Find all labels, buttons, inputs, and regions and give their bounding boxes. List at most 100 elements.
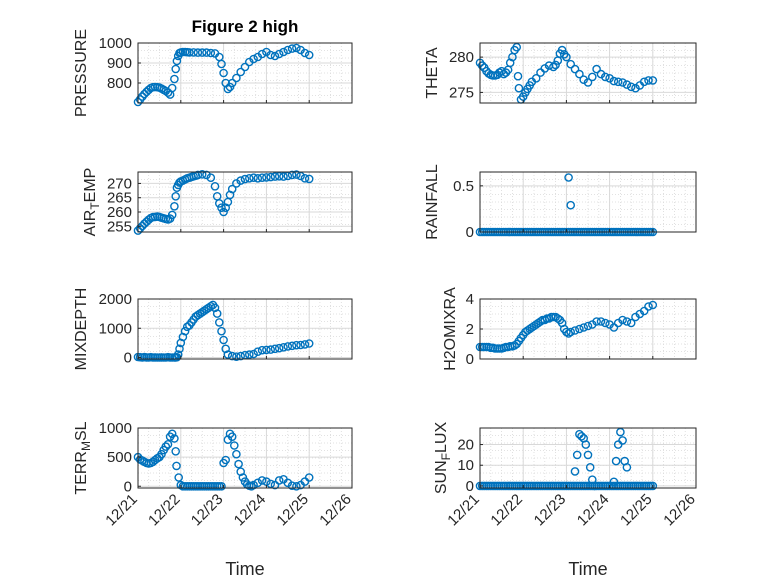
data-point (579, 323, 589, 332)
axes-box-sun_flux (479, 427, 697, 489)
data-point (510, 341, 519, 350)
data-point (609, 477, 619, 487)
data-point (292, 340, 301, 350)
series-theta (475, 42, 658, 104)
data-point (167, 210, 177, 220)
data-point (182, 322, 192, 332)
data-point (249, 349, 258, 359)
y-axis-label-h2omixra: H2OMIXRA (442, 287, 459, 371)
data-point (257, 49, 267, 59)
data-point (287, 341, 297, 351)
y-tick-label: 0 (124, 478, 132, 495)
data-point (583, 321, 593, 331)
y-tick-label: 0 (466, 478, 474, 495)
data-point (236, 67, 245, 77)
data-point (292, 43, 301, 53)
data-point (223, 350, 233, 359)
y-tick-label: 2000 (99, 291, 132, 308)
data-point (618, 315, 627, 325)
data-point (572, 450, 582, 460)
y-tick-label: 255 (107, 218, 132, 235)
data-point (304, 174, 314, 184)
data-point (287, 481, 297, 491)
data-point (564, 173, 573, 182)
data-point (214, 318, 224, 327)
panel-theta: 275 280 THETA (424, 42, 697, 104)
y-tick-label: 0.5 (453, 178, 474, 195)
data-point (202, 170, 211, 180)
data-point (227, 432, 237, 442)
data-point (161, 442, 171, 451)
data-point (304, 50, 314, 60)
data-point (270, 172, 280, 181)
data-point (279, 47, 288, 57)
data-point (596, 317, 606, 326)
axes-box-pressure (137, 42, 353, 104)
data-point (631, 83, 640, 93)
data-point (236, 176, 245, 185)
data-point (167, 429, 177, 439)
x-axis-label-left: Time (225, 559, 264, 579)
data-point (180, 326, 190, 336)
data-point (227, 78, 237, 88)
data-point (229, 441, 239, 450)
data-point (609, 76, 619, 86)
series-terr_msl (133, 429, 314, 491)
data-point (234, 459, 243, 469)
grid-mixdepth (137, 298, 353, 360)
y-tick-label: 280 (449, 49, 474, 66)
data-point (287, 170, 297, 180)
data-point (540, 64, 550, 73)
data-point (575, 324, 584, 334)
data-point (292, 170, 301, 179)
data-point (477, 61, 487, 70)
data-point (622, 80, 632, 89)
data-point (206, 173, 216, 182)
y-axis-label-theta: THETA (424, 47, 441, 99)
y-axis-label-mixdepth: MIXDEPTH (73, 288, 90, 371)
y-tick-label: 0 (466, 351, 474, 368)
axes-box-air_temp (137, 171, 353, 233)
data-point (232, 352, 241, 362)
data-point (189, 48, 198, 57)
data-point (197, 48, 207, 57)
panel-mixdepth: 0 1000 2000 MIXDEPTH (73, 288, 353, 371)
data-point (570, 467, 580, 476)
data-point (249, 54, 258, 64)
data-point (570, 326, 580, 335)
data-point (505, 58, 515, 68)
data-point (644, 302, 653, 311)
data-point (174, 473, 183, 482)
y-tick-label: 275 (449, 84, 474, 101)
data-point (551, 60, 560, 70)
data-point (283, 342, 293, 351)
data-point (579, 75, 589, 84)
data-point (257, 476, 267, 485)
series-air_temp (133, 169, 314, 235)
data-point (262, 173, 271, 182)
y-axis-label-air_temp: AIRTEMP (82, 168, 102, 237)
data-point (618, 78, 627, 87)
data-point (221, 455, 230, 465)
y-tick-label: 800 (107, 75, 132, 92)
data-point (570, 64, 580, 74)
data-point (232, 449, 241, 459)
data-point (163, 439, 173, 449)
data-point (274, 476, 284, 485)
data-point (262, 345, 271, 355)
data-point (240, 174, 250, 184)
data-point (562, 327, 571, 337)
data-point (292, 481, 301, 491)
data-point (583, 450, 593, 460)
data-point (648, 76, 658, 85)
y-tick-label: 900 (107, 55, 132, 72)
data-point (590, 481, 599, 491)
data-point (605, 74, 614, 83)
data-point (171, 446, 180, 456)
data-point (274, 343, 284, 353)
data-point (566, 59, 576, 69)
data-point (512, 42, 522, 52)
data-point (575, 69, 584, 79)
y-axis-label-sun_flux: SUNFLUX (433, 422, 453, 495)
